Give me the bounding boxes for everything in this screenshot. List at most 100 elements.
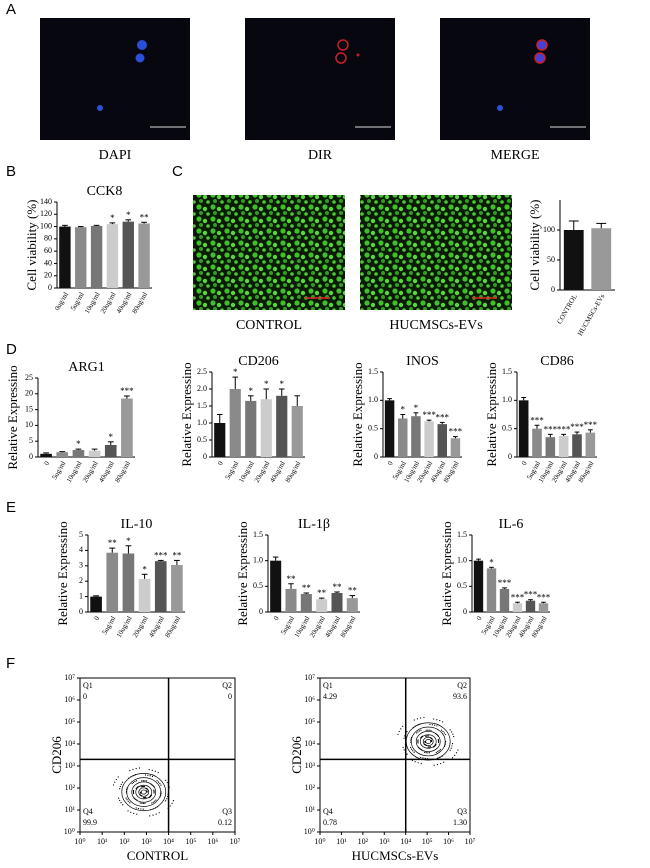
event-dot bbox=[429, 723, 431, 726]
event-dot bbox=[449, 749, 451, 751]
bar bbox=[384, 400, 395, 457]
x-tick-label: 0 bbox=[43, 459, 52, 466]
y-tick-label: 1.0 bbox=[197, 418, 207, 427]
event-dot bbox=[425, 729, 427, 731]
x-tick-label: 10⁶ bbox=[207, 837, 218, 846]
quadrant-name: Q1 bbox=[323, 681, 333, 690]
event-dot bbox=[158, 812, 160, 814]
bar bbox=[260, 399, 272, 457]
quadrant-value: 0.78 bbox=[323, 818, 337, 827]
y-tick-label: 20 bbox=[44, 271, 52, 280]
bar bbox=[40, 453, 52, 457]
y-tick-label: 10⁷ bbox=[64, 673, 75, 682]
y-tick-label: 0.5 bbox=[253, 581, 263, 590]
event-dot bbox=[142, 808, 144, 810]
event-dot bbox=[437, 739, 440, 742]
event-dot bbox=[120, 802, 122, 804]
event-dot bbox=[144, 774, 147, 776]
y-tick-label: 50 bbox=[547, 255, 555, 264]
event-dot bbox=[140, 808, 142, 810]
event-dot bbox=[404, 751, 407, 753]
event-dot bbox=[410, 748, 413, 750]
bar bbox=[121, 398, 133, 457]
y-tick-label: 140 bbox=[40, 197, 52, 206]
significance-label: * bbox=[280, 379, 285, 389]
event-dot bbox=[439, 720, 441, 722]
panel-label: B bbox=[6, 163, 16, 180]
event-dot bbox=[443, 761, 445, 763]
x-axis-label: HUCMSCs-EVs bbox=[352, 848, 439, 863]
nucleus bbox=[135, 53, 145, 63]
y-axis-label: Relative Expressino bbox=[235, 521, 250, 625]
panel-label: F bbox=[6, 655, 15, 672]
x-tick-label: 0 bbox=[386, 459, 395, 466]
event-dot bbox=[436, 725, 438, 727]
x-tick-label: 10⁴ bbox=[163, 837, 174, 846]
significance-label: ** bbox=[172, 550, 182, 560]
panel-label: D bbox=[6, 341, 17, 358]
event-dot bbox=[119, 788, 121, 790]
event-dot bbox=[414, 761, 416, 763]
significance-label: ** bbox=[317, 588, 327, 598]
panel-label: A bbox=[6, 1, 16, 18]
bar bbox=[138, 578, 151, 612]
event-dot bbox=[404, 735, 406, 737]
bar bbox=[122, 553, 135, 612]
event-dot bbox=[125, 797, 127, 799]
event-dot bbox=[440, 729, 443, 731]
y-tick-label: 100 bbox=[543, 225, 555, 234]
y-tick-label: 1.0 bbox=[457, 555, 467, 564]
y-tick-label: 1.5 bbox=[457, 530, 467, 539]
x-tick-label: 10⁰ bbox=[74, 837, 85, 846]
density-contour bbox=[138, 787, 150, 797]
density-contour bbox=[415, 730, 441, 753]
y-tick-label: 10⁵ bbox=[64, 717, 75, 726]
event-dot bbox=[402, 725, 404, 727]
significance-label: *** bbox=[120, 386, 134, 396]
quadrant-name: Q2 bbox=[222, 681, 232, 690]
y-axis-label: Relative Expressino bbox=[179, 362, 194, 466]
event-dot bbox=[451, 743, 454, 745]
significance-label: ** bbox=[302, 583, 312, 593]
significance-label: * bbox=[110, 213, 115, 223]
event-dot bbox=[443, 732, 445, 734]
event-dot bbox=[454, 754, 456, 756]
density-contour bbox=[410, 726, 446, 757]
event-dot bbox=[142, 780, 144, 782]
event-dot bbox=[132, 768, 134, 771]
bar bbox=[450, 438, 461, 457]
y-tick-label: 10¹ bbox=[65, 805, 76, 814]
ev-image bbox=[360, 195, 512, 310]
bar bbox=[572, 434, 582, 457]
event-dot bbox=[437, 750, 439, 753]
significance-label: *** bbox=[498, 578, 512, 588]
bar bbox=[75, 227, 87, 288]
y-tick-label: 2.0 bbox=[197, 384, 207, 393]
significance-label: * bbox=[401, 405, 406, 415]
event-dot bbox=[429, 746, 431, 748]
quadrant-name: Q3 bbox=[457, 807, 467, 816]
y-tick-label: 20 bbox=[25, 389, 33, 398]
x-tick-label: 0 bbox=[93, 614, 102, 621]
significance-label: *** bbox=[530, 415, 544, 425]
event-dot bbox=[417, 741, 419, 743]
significance-label: *** bbox=[544, 424, 558, 434]
x-tick-label: 10⁷ bbox=[230, 837, 241, 846]
bar bbox=[545, 437, 556, 457]
bar bbox=[171, 565, 183, 612]
bar bbox=[104, 444, 117, 457]
y-tick-label: 2 bbox=[79, 576, 83, 585]
y-tick-label: 10³ bbox=[65, 761, 76, 770]
merge-signal bbox=[534, 52, 546, 64]
density-contour bbox=[419, 734, 437, 749]
x-tick-label: 80ug/ml bbox=[163, 615, 182, 639]
quadrant-value: 4.29 bbox=[323, 692, 337, 701]
bar bbox=[154, 561, 167, 612]
nucleus bbox=[97, 105, 103, 111]
x-tick-label: 80ug/ml bbox=[131, 291, 150, 315]
event-dot bbox=[141, 780, 143, 782]
image-caption: MERGE bbox=[491, 148, 540, 163]
dir-signal bbox=[335, 52, 347, 64]
bar bbox=[424, 421, 434, 457]
x-tick-label: 0 bbox=[475, 614, 484, 621]
